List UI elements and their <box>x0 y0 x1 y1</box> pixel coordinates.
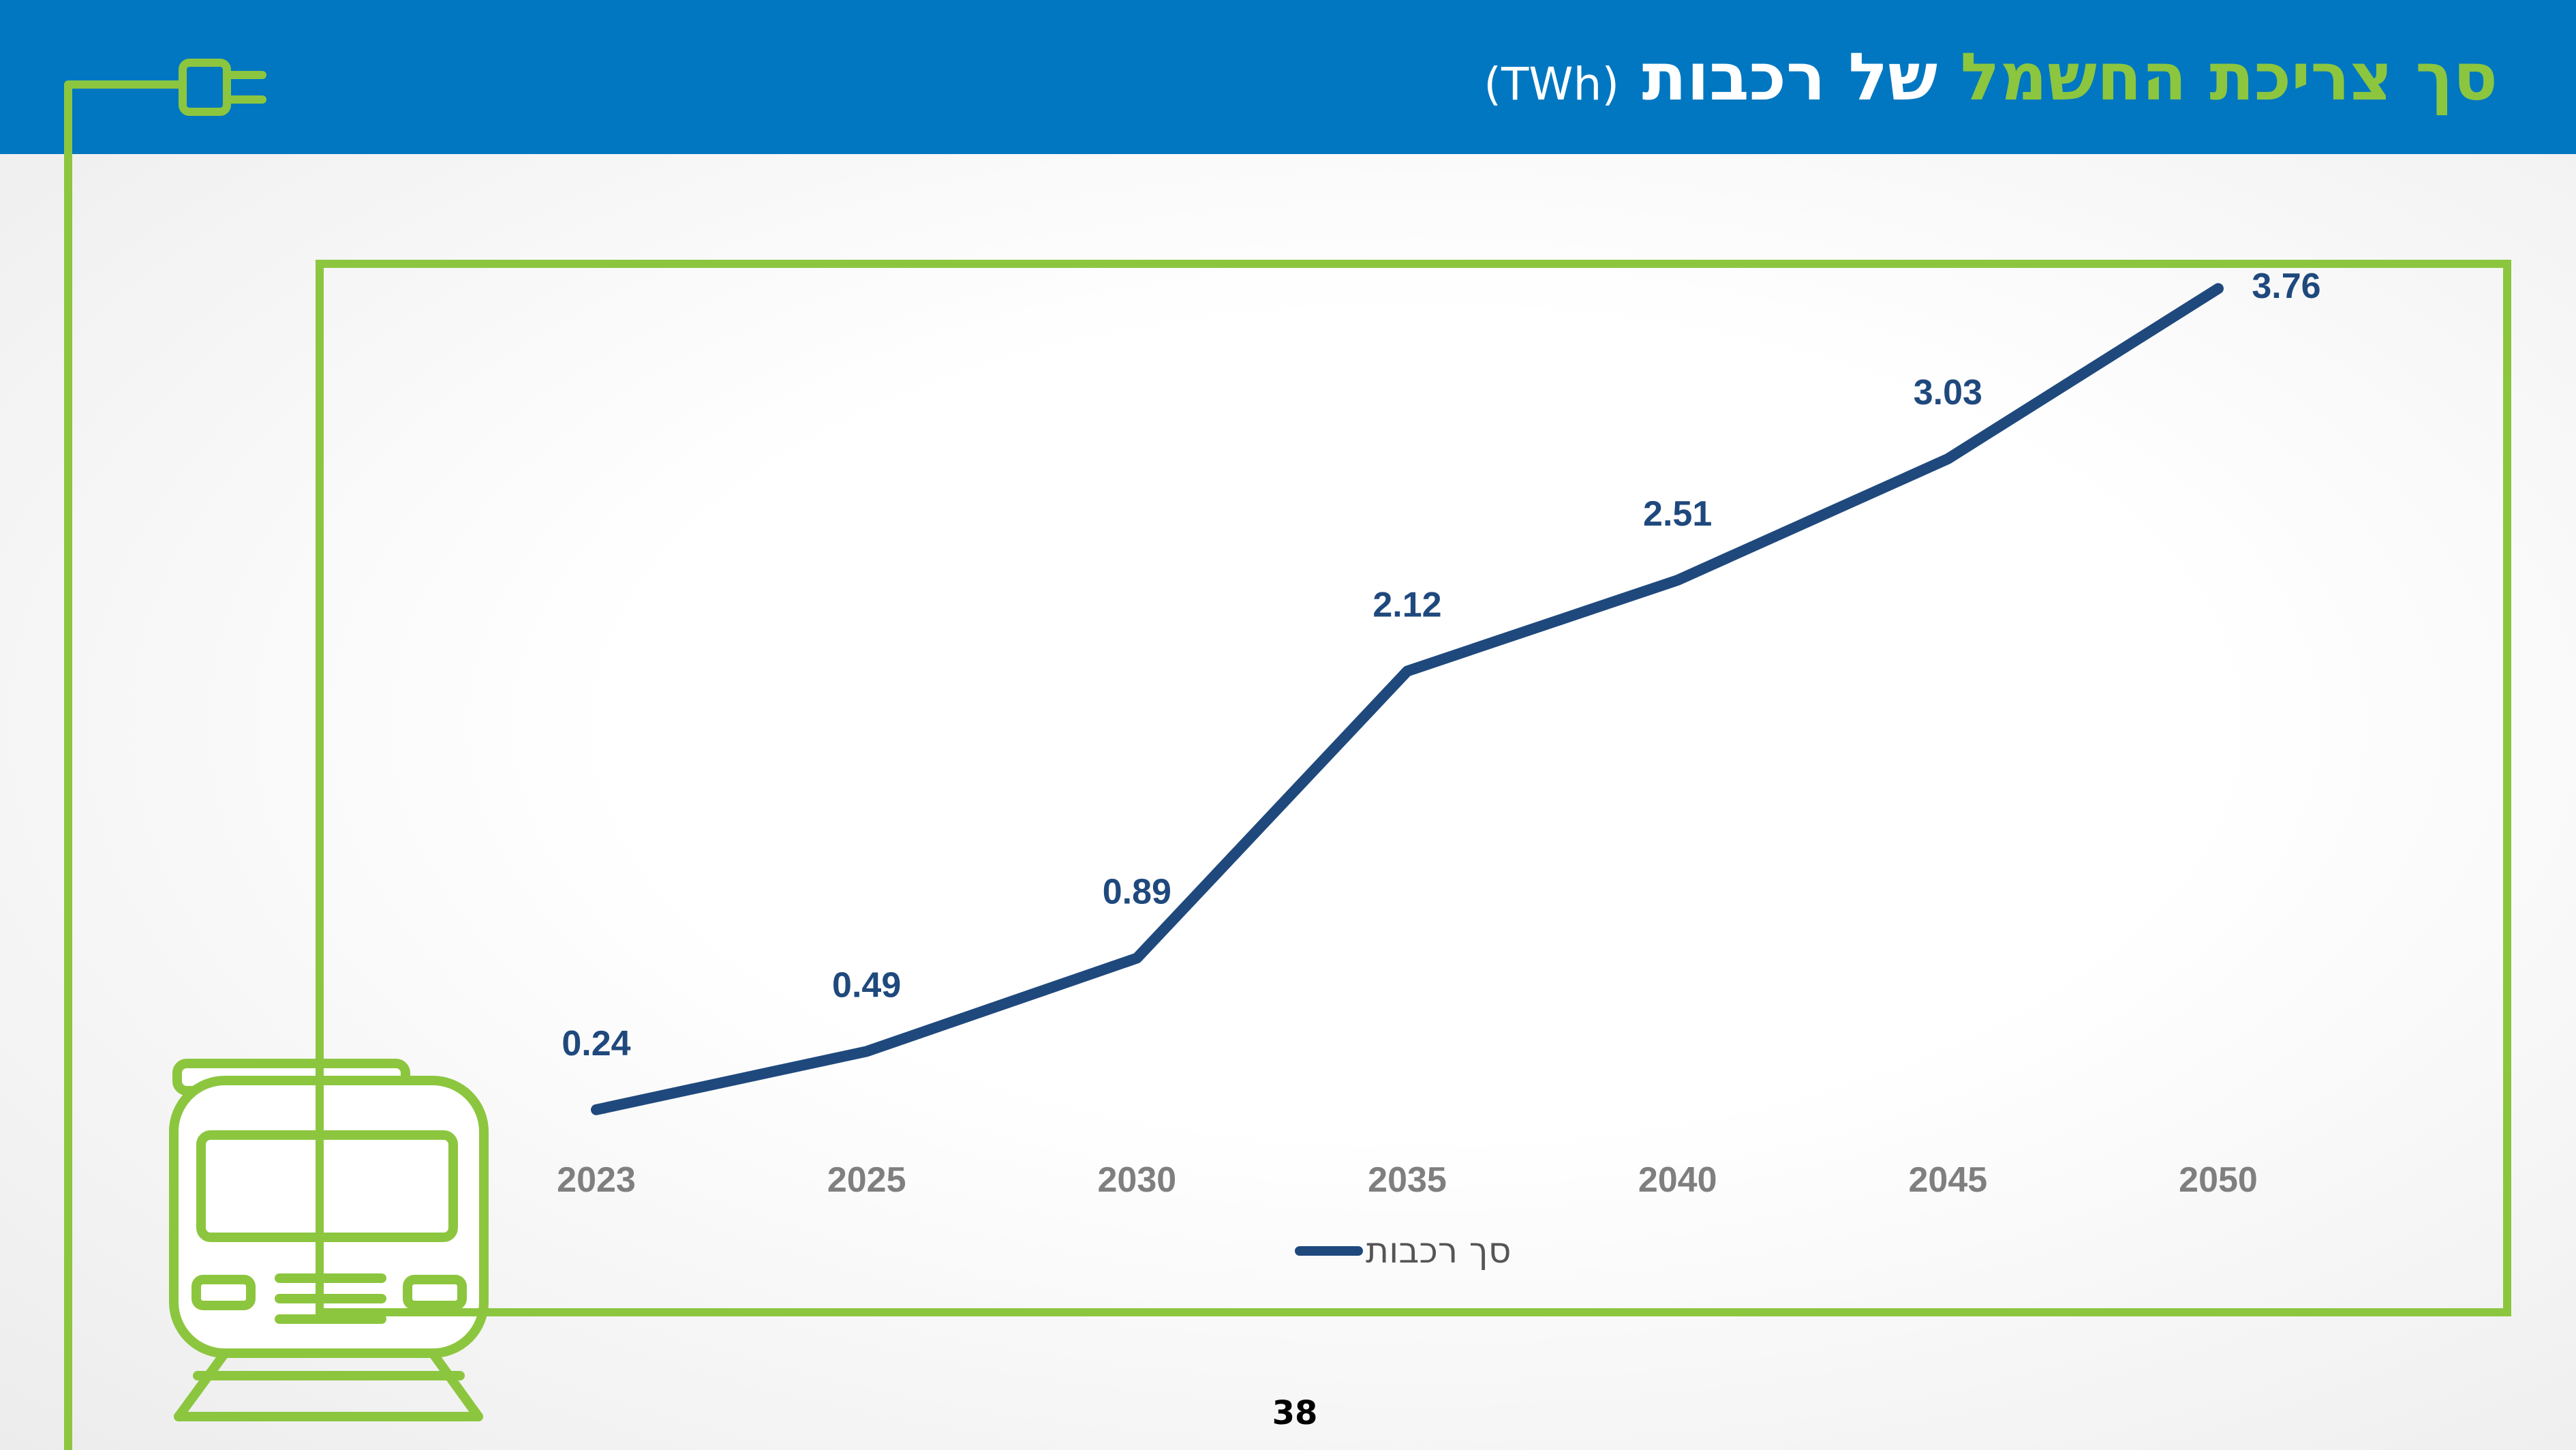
data-point <box>2218 288 2219 290</box>
data-label: 0.24 <box>562 1024 630 1063</box>
data-label: 2.12 <box>1373 585 1441 624</box>
series-layer <box>591 283 2224 1115</box>
page-number: 38 <box>1272 1394 1318 1432</box>
plug-icon <box>64 59 266 1450</box>
data-point <box>1136 957 1138 959</box>
x-tick-label: 2023 <box>557 1160 636 1200</box>
legend: סך רכבות <box>1295 1227 1511 1275</box>
data-label: 3.03 <box>1914 373 1982 412</box>
data-point <box>1407 670 1408 672</box>
x-tick-label: 2040 <box>1638 1160 1717 1200</box>
data-label: 3.76 <box>2252 267 2320 306</box>
x-tick-label: 2025 <box>827 1160 906 1200</box>
data-point <box>1676 579 1678 581</box>
data-label: 2.51 <box>1643 494 1712 534</box>
data-label: 0.89 <box>1103 872 1171 911</box>
data-point <box>1947 458 1949 460</box>
header-bar: סך צריכת החשמל של רכבות (TWh) <box>0 0 2576 154</box>
data-point <box>865 1051 868 1053</box>
x-tick-label: 2050 <box>2179 1160 2258 1200</box>
x-tick-label: 2045 <box>1908 1160 1987 1200</box>
x-tick-label: 2035 <box>1368 1160 1447 1200</box>
data-labels-layer: 0.24 0.49 0.89 2.12 2.51 3.03 3.76 <box>562 267 2320 1063</box>
legend-label: סך רכבות <box>1366 1230 1512 1271</box>
title-white-part: של רכבות <box>1642 39 1938 115</box>
title-green-part: סך צריכת החשמל <box>1960 39 2498 115</box>
chart-frame <box>316 260 2511 1316</box>
data-label: 0.49 <box>832 965 901 1005</box>
x-axis-ticks-layer: 2023 2025 2030 2035 2040 2045 2050 <box>557 1160 2258 1200</box>
data-point <box>596 1108 597 1111</box>
x-tick-label: 2030 <box>1097 1160 1176 1200</box>
page-title: סך צריכת החשמל של רכבות (TWh) <box>1484 33 2498 129</box>
title-unit: (TWh) <box>1484 58 1620 110</box>
legend-swatch <box>1295 1246 1363 1256</box>
train-icon <box>169 1059 489 1421</box>
